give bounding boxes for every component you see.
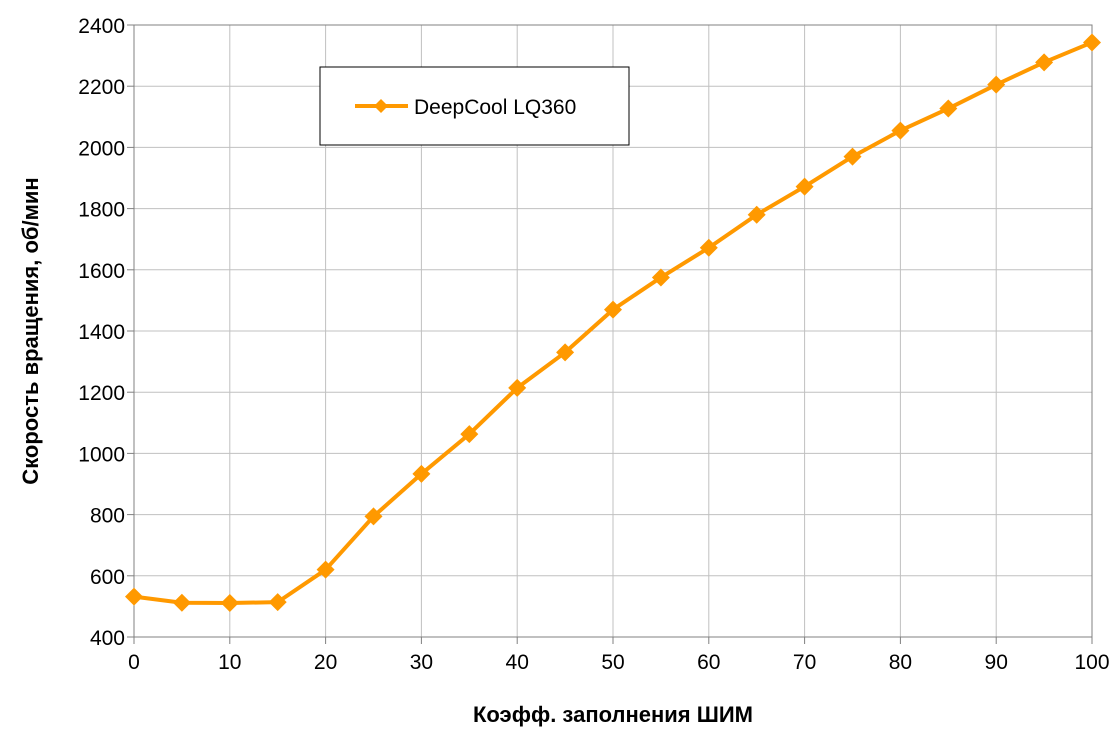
x-tick-label: 0 xyxy=(128,651,140,674)
y-tick-label: 1400 xyxy=(78,321,125,344)
data-point-marker xyxy=(699,238,718,257)
data-point-marker xyxy=(795,177,814,196)
x-axis: 0 10 20 30 40 50 60 70 80 90 100 xyxy=(128,637,1110,674)
y-tick-label: 2200 xyxy=(78,76,125,99)
x-tick-label: 10 xyxy=(218,651,241,674)
y-tick-label: 1800 xyxy=(78,199,125,222)
data-point-marker xyxy=(460,425,479,444)
data-point-marker xyxy=(747,205,766,224)
data-point-marker xyxy=(172,593,191,612)
x-tick-label: 100 xyxy=(1074,651,1109,674)
series-layer xyxy=(125,33,1101,613)
data-point-marker xyxy=(987,75,1006,94)
y-tick-label: 600 xyxy=(90,566,125,589)
y-tick-label: 1600 xyxy=(78,260,125,283)
data-point-marker xyxy=(412,464,431,483)
x-axis-title: Коэфф. заполнения ШИМ xyxy=(473,702,753,727)
data-point-marker xyxy=(556,343,575,362)
data-point-marker xyxy=(508,378,527,397)
x-tick-label: 80 xyxy=(889,651,912,674)
y-axis: 400 600 800 1000 1200 1400 1600 1800 2000 2200 240… xyxy=(78,15,134,650)
x-tick-label: 30 xyxy=(410,651,433,674)
data-point-marker xyxy=(939,99,958,118)
y-tick-label: 400 xyxy=(90,627,125,650)
data-point-marker xyxy=(891,121,910,140)
data-point-marker xyxy=(604,300,622,319)
data-point-marker xyxy=(220,594,239,613)
data-point-marker xyxy=(364,507,383,526)
legend-marker-swatch xyxy=(374,99,388,113)
legend: DeepCool LQ360 xyxy=(319,66,630,146)
data-point-marker xyxy=(268,593,287,612)
data-point-marker xyxy=(843,147,862,166)
y-tick-label: 1000 xyxy=(78,443,125,466)
data-point-marker xyxy=(1083,33,1101,52)
y-tick-label: 2400 xyxy=(78,15,125,38)
legend-label: DeepCool LQ360 xyxy=(414,96,576,119)
x-tick-label: 40 xyxy=(506,651,529,674)
x-tick-label: 20 xyxy=(314,651,337,674)
x-tick-label: 70 xyxy=(793,651,816,674)
data-point-marker xyxy=(1035,53,1054,72)
x-tick-label: 50 xyxy=(601,651,624,674)
x-tick-label: 90 xyxy=(985,651,1008,674)
data-point-marker xyxy=(125,587,143,606)
y-tick-label: 2000 xyxy=(78,137,125,160)
data-point-marker xyxy=(316,560,335,579)
y-tick-label: 1200 xyxy=(78,382,125,405)
x-tick-label: 60 xyxy=(697,651,720,674)
data-point-marker xyxy=(651,268,670,287)
y-tick-label: 800 xyxy=(90,505,125,528)
y-axis-title: Скорость вращения, об/мин xyxy=(18,177,43,484)
